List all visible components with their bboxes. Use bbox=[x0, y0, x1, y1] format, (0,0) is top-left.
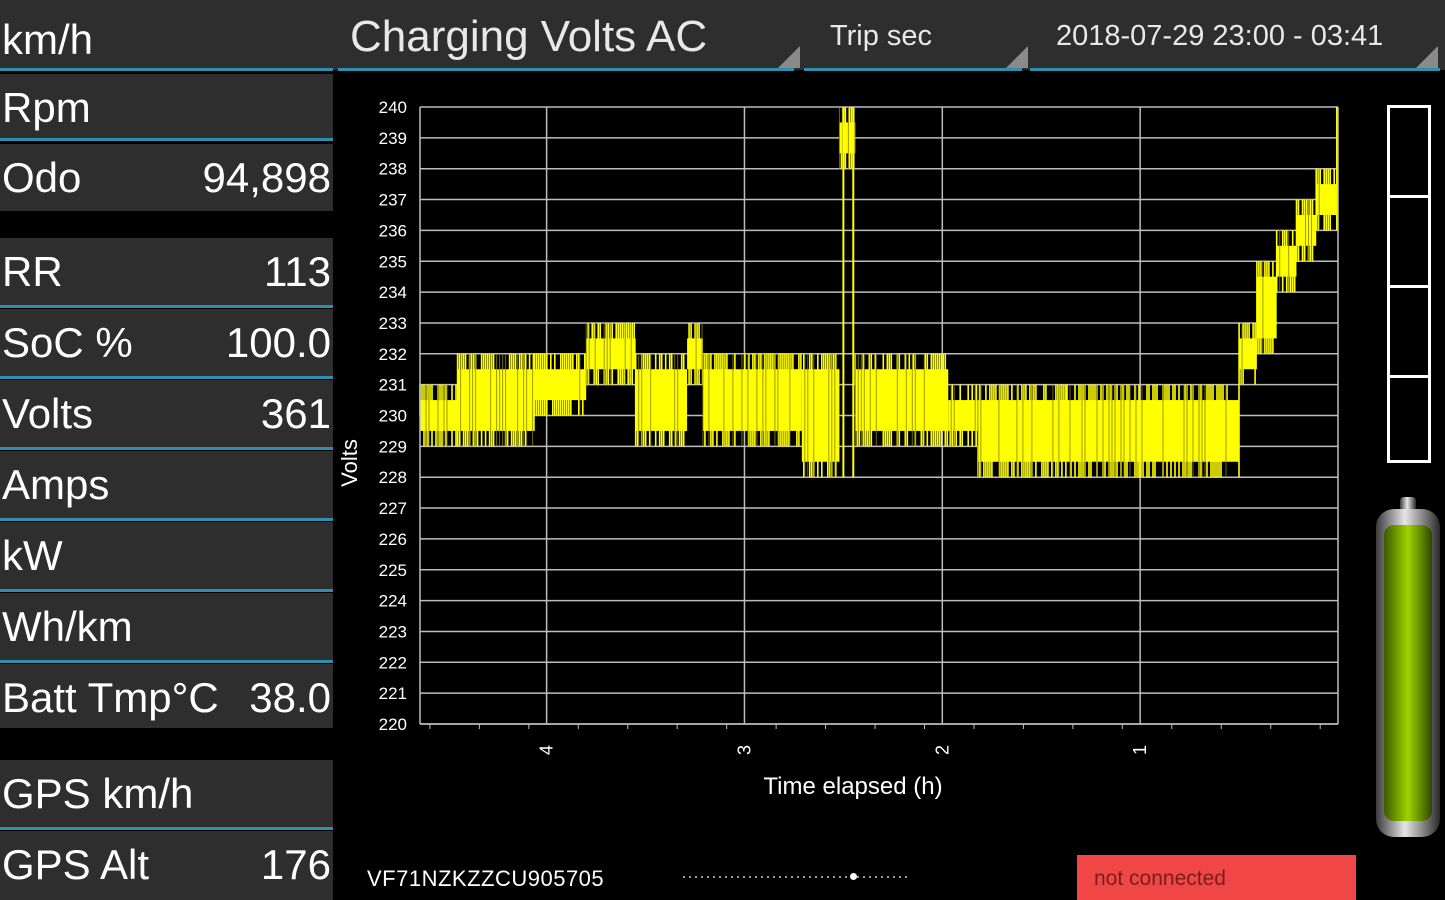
chart-title-dropdown-icon[interactable] bbox=[778, 46, 800, 68]
chart-axes: 2202212222232242252262272282292302312322… bbox=[379, 98, 1339, 755]
metric-value: 113 bbox=[264, 248, 331, 295]
metric-value: 100.0 bbox=[225, 319, 331, 366]
y-tick-label: 227 bbox=[379, 499, 407, 518]
metric-label: RR bbox=[2, 248, 63, 295]
y-tick-label: 229 bbox=[379, 437, 407, 456]
x-tick-label: 4 bbox=[537, 745, 557, 755]
battery-icon bbox=[1376, 497, 1440, 837]
series-band bbox=[1295, 199, 1317, 262]
metric-label: Rpm bbox=[2, 84, 91, 131]
metric-row-odo[interactable]: Odo 94,898 bbox=[0, 144, 333, 211]
page-indicator-active-dot bbox=[850, 873, 857, 880]
y-tick-label: 240 bbox=[379, 98, 407, 117]
title-underline bbox=[338, 68, 794, 71]
metric-value: 94,898 bbox=[202, 154, 331, 201]
y-tick-label: 220 bbox=[379, 715, 407, 734]
chart-series bbox=[419, 107, 1339, 478]
x-tick-label: 3 bbox=[734, 745, 754, 755]
y-tick-label: 230 bbox=[379, 407, 407, 426]
y-tick-label: 225 bbox=[379, 561, 407, 580]
y-tick-label: 236 bbox=[379, 221, 407, 240]
y-tick-label: 222 bbox=[379, 653, 407, 672]
connection-status-badge[interactable]: not connected bbox=[1077, 855, 1356, 900]
speed-unit-label: km/h bbox=[2, 16, 94, 63]
metric-label: Volts bbox=[2, 390, 94, 437]
x-tick-label: 1 bbox=[1130, 745, 1150, 755]
metric-value: 176 bbox=[260, 841, 331, 888]
y-tick-label: 232 bbox=[379, 345, 407, 364]
metrics-sidebar: Rpm Odo 94,898 RR 113 SoC % 100.0 Volts … bbox=[0, 71, 333, 900]
trip-dropdown-icon[interactable] bbox=[1006, 46, 1028, 68]
y-tick-label: 223 bbox=[379, 622, 407, 641]
series-band bbox=[977, 384, 1067, 478]
y-tick-label: 224 bbox=[379, 592, 407, 611]
trip-selector[interactable]: Trip sec bbox=[830, 20, 933, 52]
top-bar: km/h Charging Volts AC Trip sec 2018-07-… bbox=[0, 0, 1445, 71]
metric-value: 361 bbox=[260, 390, 331, 437]
series-band bbox=[1275, 230, 1297, 293]
vin-label: VF71NZKZZCU905705 bbox=[367, 866, 605, 891]
series-band bbox=[419, 384, 458, 447]
metric-row-gps-kmh[interactable]: GPS km/h bbox=[0, 760, 333, 830]
chart-title-selector[interactable]: Charging Volts AC bbox=[350, 12, 708, 61]
y-tick-label: 233 bbox=[379, 314, 407, 333]
series-band bbox=[585, 322, 636, 385]
y-tick-label: 231 bbox=[379, 376, 407, 395]
y-tick-label: 226 bbox=[379, 530, 407, 549]
charging-volts-chart[interactable]: 220 221 222 223 224 225 226 227 228 229 230 231 232 2… bbox=[333, 71, 1373, 851]
date-dropdown-icon[interactable] bbox=[1416, 46, 1438, 68]
x-axis-label: Time elapsed (h) bbox=[763, 773, 942, 800]
gauge-divider bbox=[1390, 195, 1428, 198]
series-band bbox=[687, 322, 703, 385]
chart-svg: 2202212222232242252262272282292302312322… bbox=[337, 98, 1339, 800]
gauge-divider bbox=[1390, 375, 1428, 378]
series-band bbox=[456, 353, 535, 447]
metric-label: Odo bbox=[2, 154, 82, 201]
series-band bbox=[854, 353, 949, 447]
metric-row-volts[interactable]: Volts 361 bbox=[0, 380, 333, 450]
metric-label: Wh/km bbox=[2, 603, 133, 650]
series-band bbox=[702, 353, 802, 447]
trip-underline bbox=[804, 68, 1022, 71]
page-indicator[interactable] bbox=[683, 876, 909, 878]
gauge-divider bbox=[1390, 285, 1428, 288]
y-axis-label: Volts bbox=[337, 439, 362, 487]
level-gauge bbox=[1387, 105, 1431, 463]
series-band bbox=[634, 353, 688, 447]
metric-row-wh-km[interactable]: Wh/km bbox=[0, 593, 333, 663]
series-band bbox=[801, 353, 840, 478]
metric-label: GPS km/h bbox=[2, 770, 194, 817]
y-tick-label: 234 bbox=[379, 283, 407, 302]
y-tick-label: 221 bbox=[379, 684, 407, 703]
metric-label: Batt Tmp°C bbox=[2, 674, 219, 721]
metric-row-gps-alt[interactable]: GPS Alt 176 bbox=[0, 831, 333, 900]
metric-row-batt-tmp[interactable]: Batt Tmp°C 38.0 bbox=[0, 664, 333, 728]
metric-label: kW bbox=[2, 532, 63, 579]
metric-row-kw[interactable]: kW bbox=[0, 522, 333, 592]
metric-label: GPS Alt bbox=[2, 841, 150, 888]
series-band bbox=[1256, 261, 1277, 354]
metric-row-rr[interactable]: RR 113 bbox=[0, 238, 333, 308]
y-tick-label: 237 bbox=[379, 191, 407, 210]
series-band bbox=[1238, 322, 1257, 385]
header-divider bbox=[0, 68, 333, 71]
y-tick-label: 235 bbox=[379, 252, 407, 271]
date-underline bbox=[1030, 68, 1440, 71]
y-tick-label: 239 bbox=[379, 129, 407, 148]
series-band bbox=[1315, 168, 1337, 231]
metric-row-amps[interactable]: Amps bbox=[0, 451, 333, 521]
y-tick-label: 228 bbox=[379, 468, 407, 487]
metric-value: 38.0 bbox=[249, 674, 331, 721]
connection-status-text: not connected bbox=[1094, 867, 1226, 890]
y-tick-label: 238 bbox=[379, 160, 407, 179]
metric-row-rpm[interactable]: Rpm bbox=[0, 74, 333, 141]
series-band bbox=[534, 353, 587, 416]
series-band bbox=[1066, 384, 1240, 478]
series-band bbox=[948, 384, 978, 447]
date-range-selector[interactable]: 2018-07-29 23:00 - 03:41 bbox=[1056, 20, 1384, 52]
x-tick-label: 2 bbox=[932, 745, 952, 755]
metric-row-soc[interactable]: SoC % 100.0 bbox=[0, 309, 333, 379]
metric-label: SoC % bbox=[2, 319, 133, 366]
metric-label: Amps bbox=[2, 461, 110, 508]
